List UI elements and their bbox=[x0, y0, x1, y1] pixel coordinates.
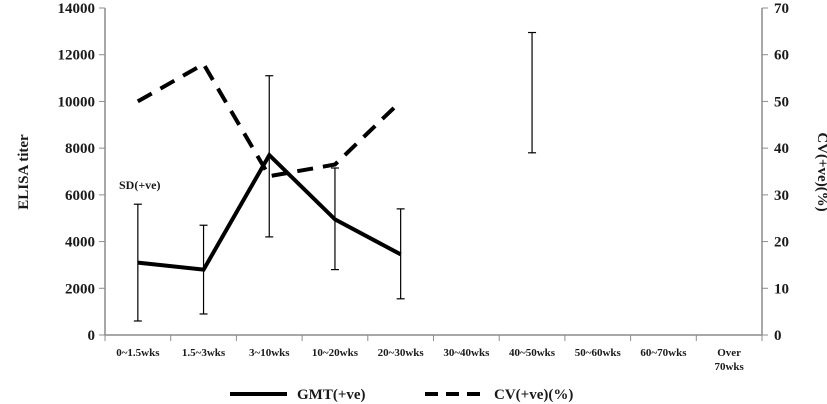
x-tick-label: 3~10wks bbox=[249, 347, 290, 359]
y-axis-left-title: ELISA titer bbox=[16, 134, 32, 210]
y-left-tick-label: 8000 bbox=[65, 141, 95, 157]
x-tick-label-line: 50~60wks bbox=[575, 347, 622, 359]
x-tick-label: 50~60wks bbox=[575, 347, 622, 359]
x-axis-ticks: 0~1.5wks 1.5~3wks 3~10wks 10~20wks 20~30wks 3… bbox=[116, 347, 744, 373]
legend: GMT(+ve) CV(+ve)(%) bbox=[230, 387, 573, 403]
y-axis-right-title: CV(+ve)(%) bbox=[814, 132, 827, 211]
x-tick-label: 1.5~3wks bbox=[182, 347, 226, 359]
axes bbox=[104, 8, 763, 341]
x-tick-label: 60~70wks bbox=[640, 347, 687, 359]
y-left-tick-label: 6000 bbox=[65, 188, 95, 204]
y-right-tick-label: 70 bbox=[774, 1, 789, 17]
x-tick-label-line: 0~1.5wks bbox=[116, 347, 160, 359]
x-tick-label: 20~30wks bbox=[378, 347, 425, 359]
x-tick-label-line: 10~20wks bbox=[312, 347, 359, 359]
series-lines bbox=[136, 61, 403, 272]
error-bars bbox=[133, 31, 537, 322]
x-tick-label-line: 3~10wks bbox=[249, 347, 290, 359]
x-tick-label-line: 70wks bbox=[714, 361, 744, 373]
legend-label-cv: CV(+ve)(%) bbox=[494, 387, 573, 403]
y-axis-left-ticks: 0 2000 4000 6000 8000 10000 12000 14000 bbox=[58, 1, 105, 344]
y-left-tick-label: 4000 bbox=[65, 235, 95, 251]
y-axis-right-ticks: 0 10 20 30 40 50 60 70 bbox=[762, 1, 789, 344]
sd-annotation: SD(+ve) bbox=[119, 178, 161, 192]
legend-label-gmt: GMT(+ve) bbox=[297, 387, 366, 403]
y-right-tick-label: 60 bbox=[774, 48, 789, 64]
x-tick-label: 40~50wks bbox=[509, 347, 556, 359]
y-left-tick-label: 10000 bbox=[58, 94, 96, 110]
y-right-tick-label: 50 bbox=[774, 94, 789, 110]
x-tick-label: 0~1.5wks bbox=[116, 347, 160, 359]
x-tick-label-line: 40~50wks bbox=[509, 347, 556, 359]
y-right-tick-label: 30 bbox=[774, 188, 789, 204]
y-left-tick-label: 0 bbox=[88, 328, 96, 344]
y-right-tick-label: 10 bbox=[774, 281, 789, 297]
x-tick-label: 30~40wks bbox=[443, 347, 490, 359]
error-bar bbox=[528, 31, 537, 154]
x-tick-label-line: 20~30wks bbox=[378, 347, 425, 359]
x-tick-label: 10~20wks bbox=[312, 347, 359, 359]
y-left-tick-label: 14000 bbox=[58, 1, 96, 17]
x-tick-label-line: Over bbox=[717, 347, 741, 359]
y-right-tick-label: 0 bbox=[774, 328, 782, 344]
y-left-tick-label: 12000 bbox=[58, 48, 96, 64]
y-left-tick-label: 2000 bbox=[65, 281, 95, 297]
series-line-gmt bbox=[137, 151, 402, 272]
x-tick-label-line: 1.5~3wks bbox=[182, 347, 226, 359]
x-tick-label: Over 70wks bbox=[714, 347, 744, 373]
x-tick-label-line: 60~70wks bbox=[640, 347, 687, 359]
x-tick-label-line: 30~40wks bbox=[443, 347, 490, 359]
y-right-tick-label: 40 bbox=[774, 141, 789, 157]
y-right-tick-label: 20 bbox=[774, 235, 789, 251]
